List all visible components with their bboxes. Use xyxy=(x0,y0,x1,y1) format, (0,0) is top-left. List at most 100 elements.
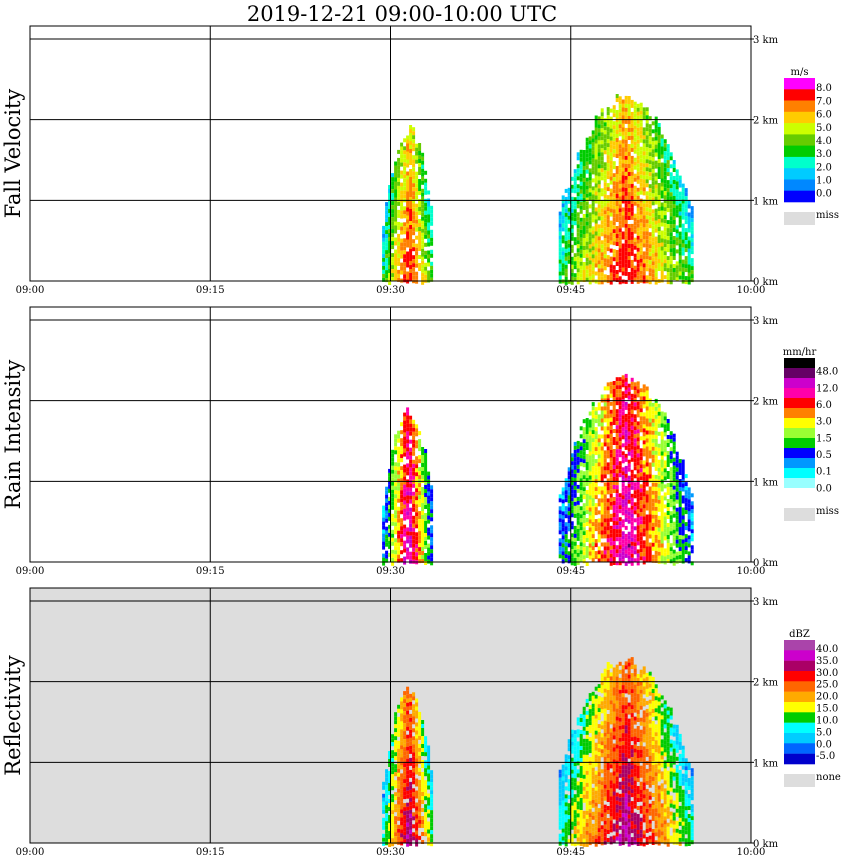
heatmap-cell xyxy=(645,450,649,455)
heatmap-cell xyxy=(391,473,395,478)
heatmap-cell xyxy=(400,781,404,786)
heatmap-cell xyxy=(594,135,598,140)
heatmap-cell xyxy=(385,542,389,547)
heatmap-cell xyxy=(582,834,586,839)
heatmap-cell xyxy=(415,207,419,212)
heatmap-cell xyxy=(576,452,580,457)
heatmap-cell xyxy=(576,544,580,549)
heatmap-cell xyxy=(597,558,601,563)
heatmap-cell xyxy=(636,557,640,562)
heatmap-cell xyxy=(630,167,634,172)
heatmap-cell xyxy=(585,502,589,506)
heatmap-cell xyxy=(561,239,565,244)
heatmap-cell xyxy=(573,189,577,194)
heatmap-cell xyxy=(570,260,574,265)
heatmap-cell xyxy=(597,490,601,495)
heatmap-cell xyxy=(621,543,625,548)
heatmap-cell xyxy=(582,154,586,158)
heatmap-cell xyxy=(657,459,661,464)
heatmap-cell xyxy=(684,208,688,213)
heatmap-cell xyxy=(591,514,595,519)
heatmap-cell xyxy=(382,541,386,546)
heatmap-cell xyxy=(648,280,652,285)
heatmap-cell xyxy=(651,169,655,174)
heatmap-cell xyxy=(639,206,643,211)
heatmap-cell xyxy=(684,188,688,193)
heatmap-cell xyxy=(660,190,664,195)
heatmap-cell xyxy=(403,428,407,433)
heatmap-cell xyxy=(400,737,404,742)
heatmap-cell xyxy=(585,758,589,763)
heatmap-cell xyxy=(648,140,652,145)
heatmap-cell xyxy=(561,259,565,264)
heatmap-cell xyxy=(412,247,416,252)
heatmap-cell xyxy=(579,173,583,178)
heatmap-cell xyxy=(621,531,625,536)
heatmap-cell xyxy=(588,280,592,285)
heatmap-cell xyxy=(391,842,395,847)
heatmap-cell xyxy=(573,197,577,202)
heatmap-cell xyxy=(567,471,571,476)
heatmap-cell xyxy=(412,139,416,144)
heatmap-cell xyxy=(394,736,398,741)
heatmap-cell xyxy=(612,209,616,214)
heatmap-cell xyxy=(597,808,601,813)
heatmap-cell xyxy=(597,772,601,777)
heatmap-cell xyxy=(591,767,595,772)
heatmap-cell xyxy=(588,777,592,782)
heatmap-cell xyxy=(418,491,422,496)
heatmap-cell xyxy=(570,497,574,502)
heatmap-cell xyxy=(391,826,395,831)
heatmap-cell xyxy=(582,750,586,755)
heatmap-cell xyxy=(621,467,625,472)
heatmap-cell xyxy=(633,494,637,499)
heatmap-cell xyxy=(612,225,616,230)
heatmap-cell xyxy=(567,815,571,820)
heatmap-cell xyxy=(409,729,413,734)
heatmap-cell xyxy=(630,421,634,426)
panel-ylabel: Rain Intensity xyxy=(1,360,25,510)
heatmap-cell xyxy=(388,763,392,767)
heatmap-cell xyxy=(612,265,616,270)
heatmap-cell xyxy=(570,176,574,181)
heatmap-cell xyxy=(409,785,413,790)
heatmap-cell xyxy=(627,228,631,232)
heatmap-cell xyxy=(597,204,601,209)
heatmap-cell xyxy=(421,752,425,756)
heatmap-cell xyxy=(636,179,640,184)
heatmap-cell xyxy=(621,471,625,476)
heatmap-cell xyxy=(630,119,634,124)
heatmap-cell xyxy=(591,490,595,495)
heatmap-cell xyxy=(615,134,619,138)
heatmap-cell xyxy=(427,749,431,754)
heatmap-cell xyxy=(654,152,658,157)
heatmap-cell xyxy=(624,485,628,490)
heatmap-cell xyxy=(588,749,592,754)
heatmap-cell xyxy=(672,176,676,180)
heatmap-cell xyxy=(609,557,613,562)
heatmap-cell xyxy=(651,474,655,479)
heatmap-cell xyxy=(660,142,664,147)
heatmap-cell xyxy=(418,171,422,175)
heatmap-cell xyxy=(573,461,577,466)
heatmap-cell xyxy=(394,169,398,174)
heatmap-cell xyxy=(394,538,398,543)
heatmap-cell xyxy=(558,821,562,826)
heatmap-cell xyxy=(603,518,607,523)
heatmap-cell xyxy=(666,152,670,157)
heatmap-cell xyxy=(400,438,404,443)
heatmap-cell xyxy=(591,486,595,491)
heatmap-cell xyxy=(388,472,392,477)
heatmap-cell xyxy=(672,521,676,526)
heatmap-cell xyxy=(573,453,577,458)
heatmap-cell xyxy=(639,274,643,279)
heatmap-cell xyxy=(403,739,407,744)
heatmap-cell xyxy=(585,754,589,759)
heatmap-cell xyxy=(627,200,631,204)
heatmap-cell xyxy=(394,772,398,777)
heatmap-cell xyxy=(651,438,655,443)
heatmap-cell xyxy=(630,537,634,542)
heatmap-cell xyxy=(597,168,601,173)
heatmap-cell xyxy=(409,265,413,269)
heatmap-cell xyxy=(427,190,431,195)
